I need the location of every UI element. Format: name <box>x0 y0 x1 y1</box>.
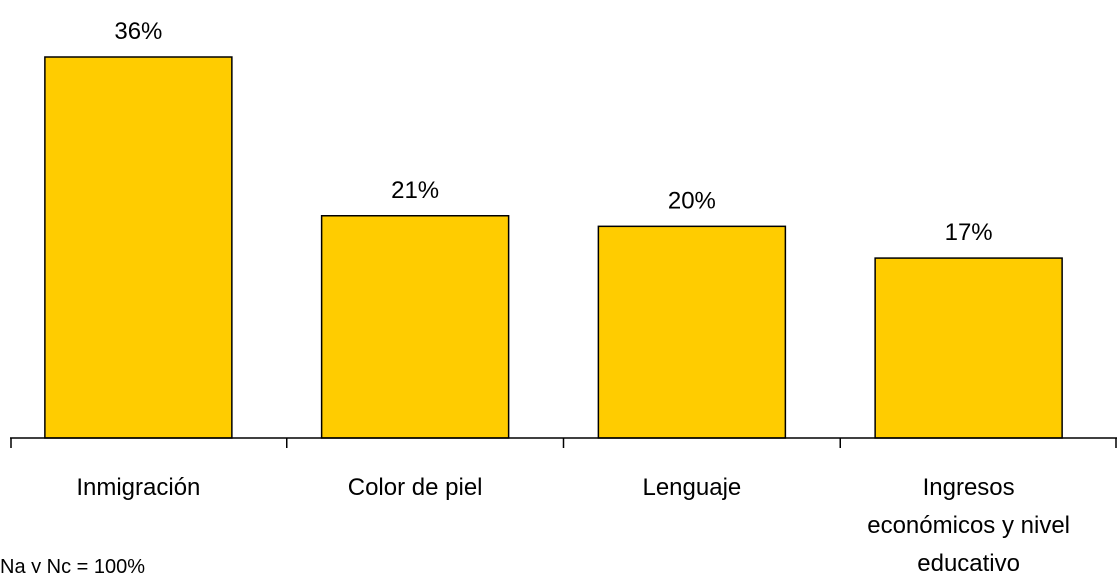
category-label-2: Color de piel <box>348 474 483 501</box>
value-label-3: 20% <box>668 187 716 214</box>
value-label-2: 21% <box>391 177 439 204</box>
category-label-3: Lenguaje <box>642 474 741 501</box>
bar-4 <box>874 257 1063 439</box>
category-label-4: Ingresos económicos y nivel educativo <box>867 474 1070 573</box>
value-labels-group: 36% 21% 20% 17% <box>114 18 992 246</box>
value-label-4: 17% <box>945 219 993 246</box>
bar-1 <box>44 56 233 439</box>
footnote: Na y Nc = 100% <box>0 556 146 573</box>
bar-2 <box>320 215 510 439</box>
category-label-1: Inmigración <box>76 474 200 501</box>
category-labels-group: Inmigración Color de piel Lenguaje Ingresos… <box>76 474 1070 573</box>
x-axis <box>10 437 1117 448</box>
bars-group <box>44 56 1063 439</box>
bar-3 <box>597 225 787 439</box>
value-label-1: 36% <box>114 18 162 45</box>
